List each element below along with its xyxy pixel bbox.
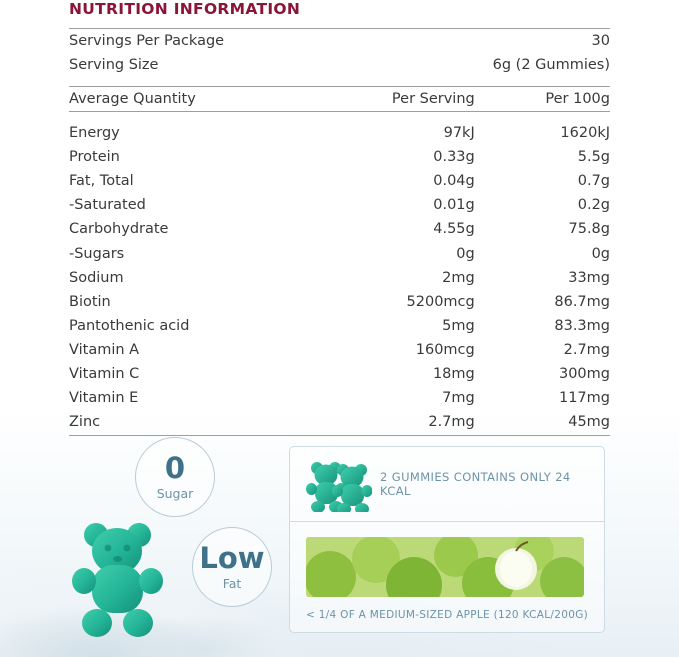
table-row: -Saturated 0.01g 0.2g [69,194,610,218]
row-per-serving: 5200mcg [406,293,475,310]
row-label: Zinc [69,410,318,436]
row-per-serving: 2.7mg [317,410,475,436]
row-label: Fat, Total [69,173,134,190]
row-label: Pantothenic acid [69,317,190,334]
row-per-100g: 45mg [474,410,610,436]
row-per-serving: 2mg [442,269,475,286]
row-per-serving: 0.01g [433,197,475,214]
table-row: Biotin 5200mcg 86.7mg [69,290,610,314]
row-per-serving: 160mcg [415,342,475,358]
row-per-100g: 33mg [568,269,610,286]
row-per-100g: 75.8g [568,221,611,238]
green-apples-image [306,537,584,597]
row-per-serving: 7mg [442,390,475,407]
calorie-comparison-top-row: 2 GUMMIES CONTAINS ONLY 24 KCAL [290,447,604,522]
row-per-serving: 18mg [432,366,475,383]
column-header-name: Average Quantity [69,86,318,113]
row-per-100g: 86.7mg [554,293,610,310]
row-per-serving: 97kJ [443,124,475,141]
serving-size-label: Serving Size [69,56,159,73]
table-row: Carbohydrate 4.55g 75.8g [69,218,610,242]
row-spacer [69,112,610,122]
apples-illustration [306,537,584,597]
table-row: Pantothenic acid 5mg 83.3mg [69,314,610,338]
serving-size-value: 6g (2 Gummies) [492,56,610,73]
row-per-100g: 117mg [558,390,610,407]
row-label: Sodium [69,269,124,286]
table-row-servings: Servings Per Package 30 [69,28,610,54]
nutrition-table: Servings Per Package 30 Serving Size 6g … [69,28,610,436]
row-label: Vitamin A [69,342,140,358]
calorie-caption-gummies: 2 GUMMIES CONTAINS ONLY 24 KCAL [380,470,571,498]
row-per-100g: 1620kJ [560,124,610,141]
serving-size-spacer [318,53,475,77]
servings-label: Servings Per Package [69,28,318,54]
row-per-serving: 4.55g [433,221,475,238]
row-label: Energy [69,124,120,141]
badge-value: Low [199,540,265,575]
row-per-serving: 5mg [442,317,475,334]
row-label: Vitamin C [69,366,140,383]
row-label: -Saturated [69,197,146,214]
column-header-per-100g: Per 100g [474,86,610,113]
table-row: Zinc 2.7mg 45mg [69,410,610,436]
row-per-100g: 0.2g [577,197,610,214]
table-row: Vitamin E 7mg 117mg [69,387,610,411]
background-ice-highlight [0,507,330,657]
table-row: Vitamin C 18mg 300mg [69,363,610,387]
table-row: Protein 0.33g 5.5g [69,146,610,170]
row-label: Vitamin E [69,390,139,407]
servings-value: 30 [474,28,610,54]
page-title: NUTRITION INFORMATION [69,0,301,18]
row-per-serving: 0g [456,245,475,262]
badge-value: 0 [164,450,186,485]
row-per-100g: 5.5g [577,149,610,165]
badge-zero-sugar: 0 Sugar [135,437,215,517]
gummy-bear-pair-icon [306,462,372,512]
row-per-serving: 0.04g [433,173,475,190]
calorie-comparison-box: 2 GUMMIES CONTAINS ONLY 24 KCAL [289,446,605,633]
table-row: Sodium 2mg 33mg [69,266,610,290]
table-header-row: Average Quantity Per Serving Per 100g [69,86,610,113]
servings-spacer [317,28,475,54]
row-label: Biotin [69,293,111,310]
calorie-caption-apple: < 1/4 OF A MEDIUM-SIZED APPLE (120 KCAL/… [305,609,589,621]
table-row: Fat, Total 0.04g 0.7g [69,170,610,194]
row-per-100g: 300mg [558,366,610,383]
row-spacer [69,77,610,87]
row-label: Carbohydrate [69,221,169,238]
row-label: -Sugars [69,245,125,262]
badge-low-fat: Low Fat [192,527,272,607]
table-row: -Sugars 0g 0g [69,242,610,266]
nutrition-table-wrap: Servings Per Package 30 Serving Size 6g … [69,28,610,436]
badge-label: Fat [222,575,242,591]
row-per-serving: 0.33g [433,149,475,165]
table-row: Energy 97kJ 1620kJ [69,121,610,145]
row-label: Protein [69,149,120,165]
row-per-100g: 83.3mg [554,317,610,334]
gummy-bear-large-icon [72,523,163,637]
table-row-serving-size: Serving Size 6g (2 Gummies) [69,53,610,77]
row-per-100g: 0.7g [577,173,610,190]
row-per-100g: 2.7mg [563,342,610,358]
column-header-per-serving: Per Serving [317,86,475,113]
table-row: Vitamin A 160mcg 2.7mg [69,339,610,363]
row-per-100g: 0g [591,245,610,262]
nutrition-table-body: Servings Per Package 30 Serving Size 6g … [69,28,610,436]
badge-label: Sugar [156,485,194,501]
